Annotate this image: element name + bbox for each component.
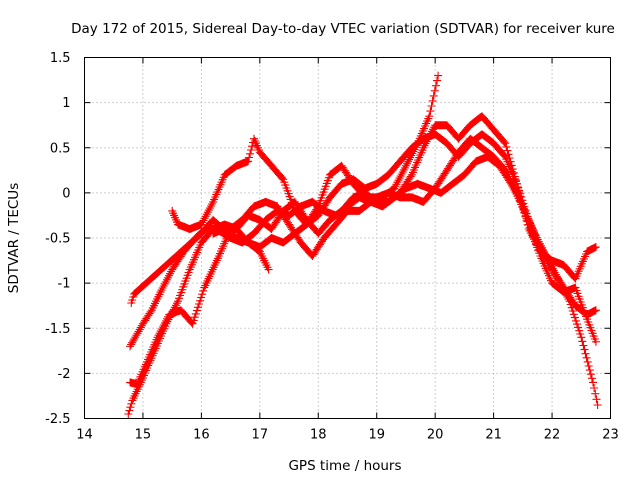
y-tick-label: 1	[62, 96, 70, 111]
y-tick-label: -1.5	[45, 322, 70, 337]
x-tick-label: 20	[427, 428, 444, 443]
grid	[84, 57, 611, 419]
x-tick-label: 18	[310, 428, 327, 443]
y-tick-label: -0.5	[45, 232, 70, 247]
y-tick-label: 0.5	[50, 141, 71, 156]
x-tick-label: 16	[193, 428, 210, 443]
y-axis-label: SDTVAR / TECUs	[6, 183, 22, 293]
x-tick-label: 22	[544, 428, 561, 443]
y-tick-label: -2	[58, 367, 71, 382]
x-tick-label: 21	[485, 428, 502, 443]
y-tick-label: -1	[58, 277, 71, 292]
series-layer	[124, 71, 602, 418]
y-tick-label: 0	[62, 186, 70, 201]
series-trace-6	[209, 225, 273, 274]
series-trace-5	[127, 112, 600, 307]
x-tick-label: 17	[252, 428, 269, 443]
x-axis-label: GPS time / hours	[288, 458, 401, 474]
x-tick-label: 19	[368, 428, 385, 443]
data-points	[209, 225, 273, 274]
ticks: 14 15 16 17 18 19 20 21 22 23 -2.5 -2 -1.5 -1 -0.5 0 0.5…	[45, 51, 619, 443]
chart-title: Day 172 of 2015, Sidereal Day-to-day VTE…	[71, 21, 615, 37]
y-tick-label: -2.5	[45, 412, 70, 427]
x-tick-label: 23	[602, 428, 619, 443]
data-points	[127, 112, 600, 307]
x-tick-label: 14	[76, 428, 93, 443]
y-tick-label: 1.5	[50, 51, 71, 66]
x-tick-label: 15	[135, 428, 152, 443]
